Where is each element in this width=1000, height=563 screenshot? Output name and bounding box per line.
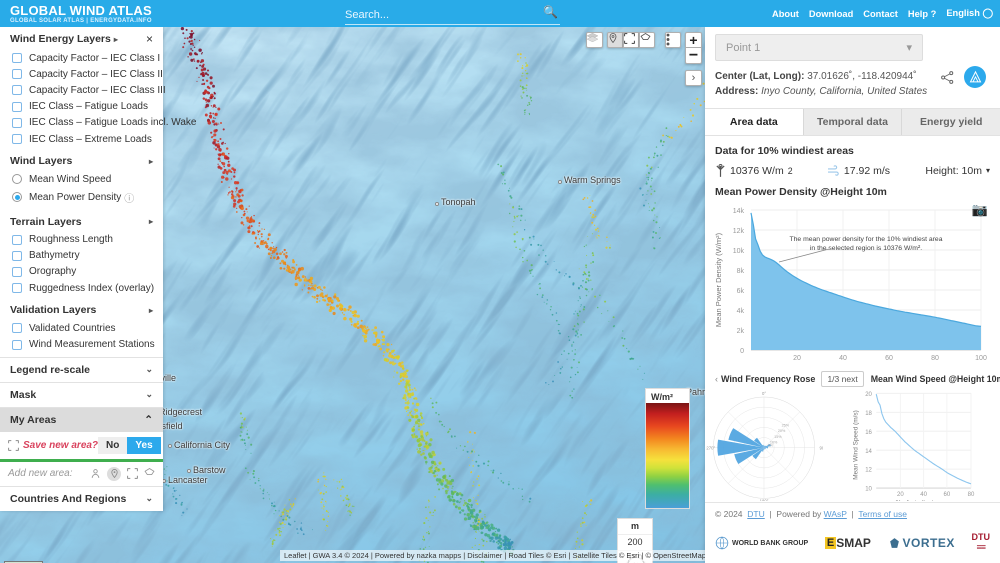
svg-text:20%: 20% — [778, 429, 786, 433]
svg-text:12k: 12k — [733, 228, 745, 235]
svg-text:180°: 180° — [760, 499, 769, 501]
svg-text:60: 60 — [944, 492, 951, 498]
svg-text:10: 10 — [865, 487, 872, 493]
svg-text:14k: 14k — [733, 208, 745, 215]
svg-text:8k: 8k — [737, 268, 745, 275]
svg-text:2k: 2k — [737, 328, 745, 335]
svg-text:in the selected region is 1037: in the selected region is 10376 W/m². — [810, 245, 922, 252]
svg-text:Mean Wind Speed (m/s): Mean Wind Speed (m/s) — [852, 410, 859, 480]
svg-text:80: 80 — [968, 492, 975, 498]
svg-text:40: 40 — [920, 492, 927, 498]
svg-text:6k: 6k — [737, 288, 745, 295]
svg-text:0°: 0° — [762, 391, 766, 396]
svg-text:18: 18 — [865, 411, 872, 417]
svg-text:5%: 5% — [768, 444, 773, 448]
svg-text:20: 20 — [793, 355, 801, 360]
svg-text:90°: 90° — [819, 445, 823, 450]
svg-text:20: 20 — [897, 492, 904, 498]
svg-text:15%: 15% — [774, 435, 782, 439]
svg-text:10k: 10k — [733, 248, 745, 255]
svg-text:Mean Power Density (W/m²): Mean Power Density (W/m²) — [714, 232, 723, 327]
svg-text:14: 14 — [865, 449, 872, 455]
svg-text:16: 16 — [865, 430, 872, 436]
svg-text:12: 12 — [865, 468, 872, 474]
svg-text:80: 80 — [931, 355, 939, 360]
svg-text:20: 20 — [865, 392, 872, 398]
svg-text:The mean power density for the: The mean power density for the 10% windi… — [789, 236, 942, 243]
svg-text:0: 0 — [740, 348, 744, 355]
svg-text:270°: 270° — [706, 445, 715, 450]
svg-text:25%: 25% — [782, 423, 790, 427]
svg-text:% of windiest areas: % of windiest areas — [896, 499, 952, 501]
svg-text:100: 100 — [975, 355, 987, 360]
svg-text:4k: 4k — [737, 308, 745, 315]
